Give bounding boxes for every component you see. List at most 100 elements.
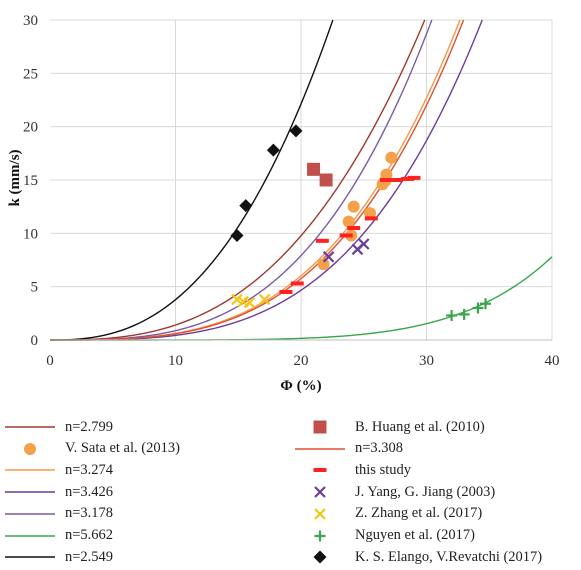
legend-symbol: [314, 530, 326, 541]
x-tick-label: 0: [46, 353, 54, 369]
series-4: [231, 293, 271, 309]
x-tick-label: 10: [168, 353, 183, 369]
data-point: [389, 178, 403, 182]
legend-label: n=3.178: [65, 505, 114, 522]
y-tick-label: 10: [23, 226, 38, 242]
legend-symbol: [314, 508, 326, 520]
legend-symbol: [5, 491, 55, 493]
data-point: [317, 258, 330, 271]
legend-marker: [24, 442, 36, 455]
data-point: [289, 124, 303, 138]
data-point: [347, 200, 360, 213]
y-tick-label: 0: [31, 333, 39, 349]
data-point: [243, 296, 256, 309]
x-tick-label: 30: [419, 353, 434, 369]
data-point: [315, 238, 329, 243]
data-point: [319, 173, 333, 187]
fit-curve-0: [50, 19, 426, 341]
data-point: [479, 298, 491, 310]
legend-label: n=2.549: [65, 548, 114, 565]
series-3: [322, 238, 370, 263]
legend-item: n=3.178: [5, 504, 113, 524]
data-point: [231, 293, 243, 306]
legend-symbol: [5, 534, 55, 537]
y-tick-label: 25: [23, 66, 38, 82]
data-point: [322, 251, 335, 263]
legend-item: this study: [295, 460, 411, 480]
legend-label: V. Sata et al. (2013): [65, 440, 180, 457]
fit-curve-5: [50, 19, 334, 341]
legend-symbol: [313, 550, 327, 564]
legend-label: Nguyen et al. (2017): [355, 527, 475, 543]
fit-curve-6: [50, 19, 465, 341]
data-point: [347, 226, 361, 230]
x-tick-label: 40: [545, 353, 560, 369]
data-point: [472, 302, 484, 314]
data-point: [357, 238, 370, 250]
legend-label: n=3.308: [355, 440, 404, 457]
legend-item: n=3.308: [295, 439, 403, 459]
legend-item: n=2.799: [5, 417, 113, 437]
legend-item: K. S. Elango, V.Revatchi (2017): [295, 547, 542, 567]
legend-marker: [314, 486, 326, 498]
legend-symbol: [295, 447, 345, 450]
data-point: [446, 309, 458, 321]
legend-symbol: [5, 469, 55, 472]
legend-item: J. Yang, G. Jiang (2003): [295, 482, 495, 502]
legend-label: Z. Zhang et al. (2017): [355, 505, 483, 522]
data-point: [458, 308, 470, 320]
legend-label: K. S. Elango, V.Revatchi (2017): [355, 548, 543, 565]
legend-marker: [314, 530, 326, 541]
grid-lines: [50, 19, 553, 340]
data-point: [339, 233, 353, 238]
legend-symbol: [314, 486, 326, 498]
legend-symbol: [5, 556, 55, 558]
legend-item: Nguyen et al. (2017): [295, 526, 475, 546]
legend-item: B. Huang et al. (2010): [295, 417, 485, 437]
tick-labels: 0 10 20 30 40 0 5 10 15 20 25 30: [23, 13, 560, 369]
data-point: [290, 281, 304, 286]
series-0: [307, 162, 333, 187]
legend-item: n=5.662: [5, 526, 113, 546]
legend-symbol: [5, 513, 55, 515]
data-point: [364, 207, 377, 220]
legend-label: n=5.662: [65, 527, 114, 543]
legend-label: n=3.426: [65, 483, 114, 500]
legend-marker: [313, 550, 327, 564]
legend-item: n=2.549: [5, 547, 113, 567]
legend-label: this study: [355, 461, 411, 478]
data-point: [407, 175, 421, 180]
y-axis-label: k (mm/s): [7, 149, 23, 206]
data-point: [239, 199, 253, 213]
legend: n=2.799 V. Sata et al. (2013) n=3.274 n=3.4…: [0, 413, 581, 570]
data-point: [385, 151, 398, 164]
legend-label: n=2.799: [65, 418, 114, 435]
legend-label: J. Yang, G. Jiang (2003): [355, 483, 496, 500]
y-tick-label: 15: [23, 173, 38, 189]
legend-marker: [314, 508, 326, 520]
data-point: [279, 290, 293, 294]
x-tick-label: 20: [294, 353, 309, 369]
data-point: [266, 143, 280, 157]
data-point: [258, 293, 271, 306]
legend-symbol: [313, 468, 327, 473]
y-tick-label: 5: [31, 280, 39, 296]
data-point: [307, 162, 321, 176]
legend-item: n=3.274: [5, 460, 113, 480]
legend-item: V. Sata et al. (2013): [5, 439, 180, 459]
data-point: [342, 215, 355, 228]
legend-symbol: [5, 426, 55, 428]
legend-marker: [313, 420, 327, 434]
permeability-chart: 0 10 20 30 40 0 5 10 15 20 25 30 k (mm/s) Φ (%): [7, 13, 560, 394]
data-point: [379, 178, 393, 182]
series-2: [279, 175, 421, 294]
y-tick-label: 30: [23, 13, 38, 29]
series-6: [230, 124, 303, 242]
legend-symbol: [313, 420, 327, 434]
legend-item: Z. Zhang et al. (2017): [295, 504, 482, 524]
legend-item: n=3.426: [5, 482, 113, 502]
series-5: [446, 298, 491, 321]
y-tick-label: 20: [23, 120, 38, 136]
data-points: [230, 124, 491, 321]
legend-label: n=3.274: [65, 461, 114, 478]
